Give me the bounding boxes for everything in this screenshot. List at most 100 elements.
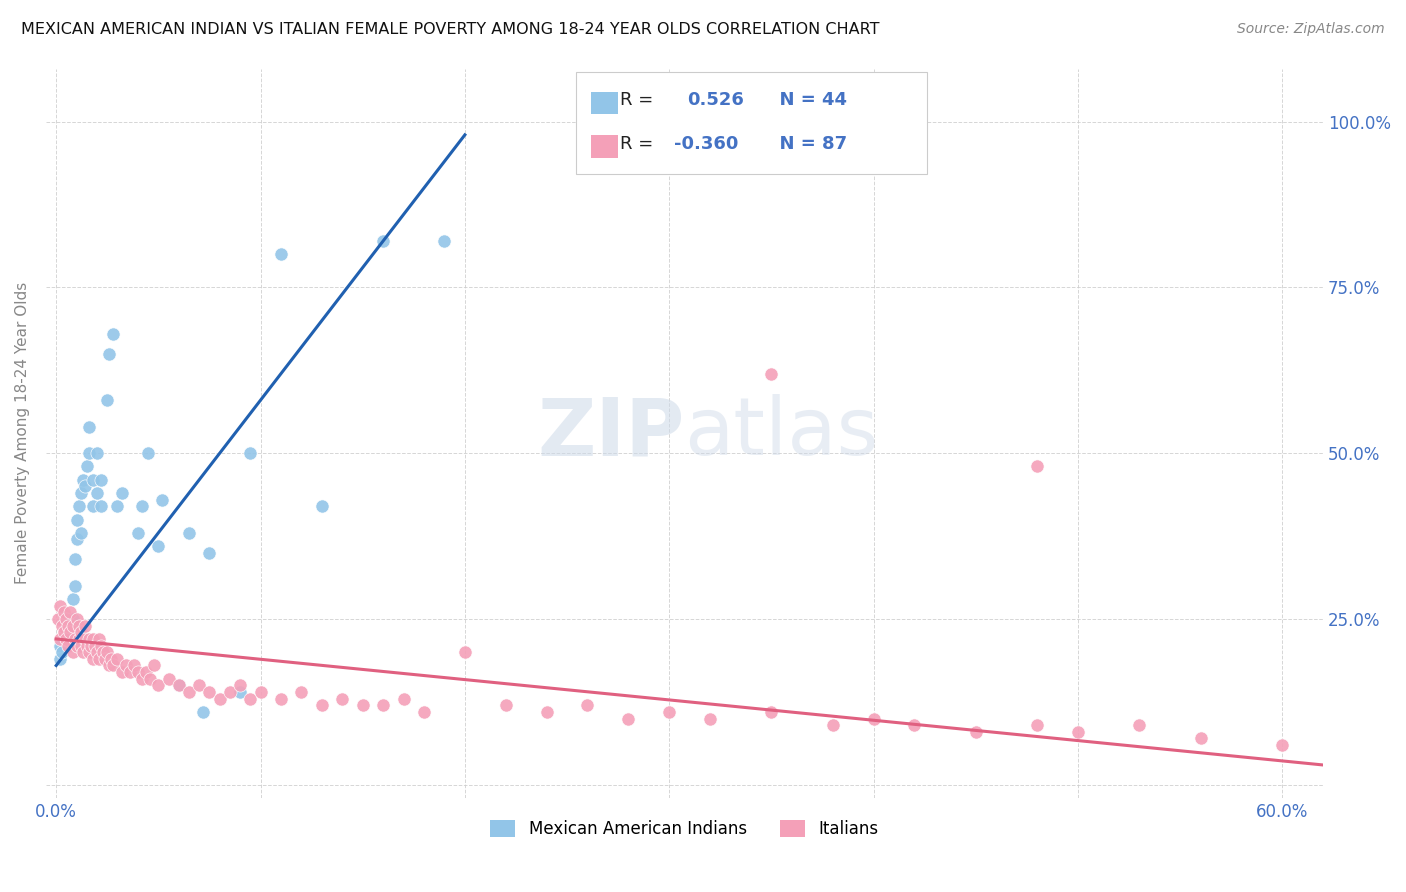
Point [96,645,118,659]
Point [965,724,987,739]
Point [107,652,129,666]
Point [208,691,231,706]
Point [73,632,96,646]
Point [136,446,159,460]
Point [152,492,174,507]
Point [761,367,783,381]
Point [1271,738,1294,752]
Point [59,606,82,620]
Point [77,645,100,659]
Point [290,685,312,699]
Point [576,698,599,713]
Point [90,639,112,653]
Point [821,718,844,732]
Point [188,678,211,692]
Point [131,672,153,686]
Text: R =: R = [620,135,659,153]
Text: 0.526: 0.526 [688,91,744,109]
Point [1067,724,1090,739]
Point [392,691,415,706]
Point [536,705,558,719]
Point [69,486,91,500]
Point [219,685,242,699]
Point [198,546,221,560]
Point [311,500,333,514]
Point [69,625,91,640]
Point [73,618,96,632]
Point [229,685,252,699]
Point [77,446,100,460]
Point [131,500,153,514]
Point [62,612,84,626]
Point [49,632,72,646]
Point [63,552,86,566]
Point [55,632,77,646]
Text: N = 87: N = 87 [768,135,848,153]
Point [49,599,72,613]
Point [84,639,107,653]
Text: ZIP: ZIP [537,394,685,473]
Point [352,698,374,713]
Point [454,645,477,659]
Text: MEXICAN AMERICAN INDIAN VS ITALIAN FEMALE POVERTY AMONG 18-24 YEAR OLDS CORRELAT: MEXICAN AMERICAN INDIAN VS ITALIAN FEMAL… [21,22,880,37]
Point [63,632,86,646]
Point [62,592,84,607]
Point [167,678,190,692]
Point [67,500,90,514]
FancyBboxPatch shape [576,72,927,174]
Point [59,625,82,640]
Point [76,459,98,474]
Point [86,645,108,659]
Point [51,618,73,632]
Point [193,705,215,719]
Point [46,612,69,626]
Text: N = 44: N = 44 [768,91,848,109]
Point [1026,459,1049,474]
Text: R =: R = [620,91,665,109]
Point [110,665,132,679]
Point [82,632,104,646]
Point [63,579,86,593]
Point [148,678,170,692]
Point [1026,718,1049,732]
Point [100,652,122,666]
Point [76,639,98,653]
Point [107,500,129,514]
Point [82,652,104,666]
Point [65,639,87,653]
Point [80,639,103,653]
Point [69,525,91,540]
Point [55,612,77,626]
Point [103,326,125,341]
Point [110,486,132,500]
Point [73,479,96,493]
Point [65,512,87,526]
Point [49,652,72,666]
Point [55,632,77,646]
Point [82,473,104,487]
Point [77,632,100,646]
Point [862,712,884,726]
Point [87,632,110,646]
Y-axis label: Female Poverty Among 18-24 Year Olds: Female Poverty Among 18-24 Year Olds [15,282,30,584]
Point [72,645,94,659]
Point [167,678,190,692]
Point [270,247,292,261]
Point [122,658,145,673]
Point [139,672,162,686]
Point [86,486,108,500]
Point [58,618,80,632]
Legend: Mexican American Indians, Italians: Mexican American Indians, Italians [484,813,886,845]
Point [270,691,292,706]
Text: Source: ZipAtlas.com: Source: ZipAtlas.com [1237,22,1385,37]
Point [413,705,436,719]
Point [1189,731,1212,746]
Point [98,658,121,673]
Point [135,665,157,679]
Point [69,639,91,653]
Point [118,665,141,679]
Point [65,612,87,626]
Text: atlas: atlas [685,394,879,473]
Point [58,639,80,653]
Point [433,234,456,248]
